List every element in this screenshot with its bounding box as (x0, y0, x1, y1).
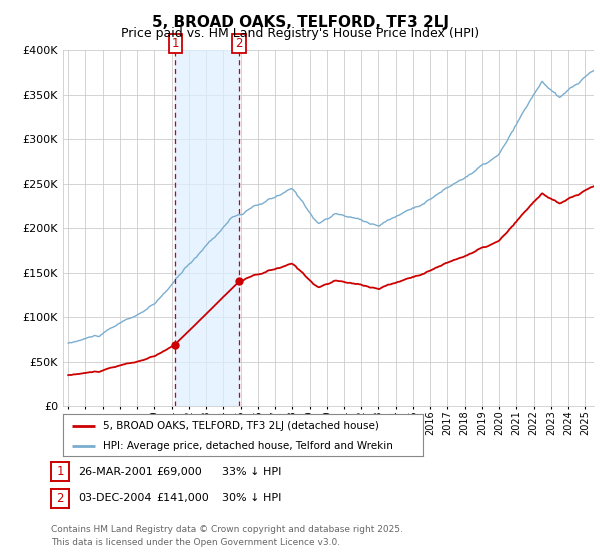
Text: HPI: Average price, detached house, Telford and Wrekin: HPI: Average price, detached house, Telf… (103, 441, 392, 451)
Text: 30% ↓ HPI: 30% ↓ HPI (222, 493, 281, 503)
Text: 33% ↓ HPI: 33% ↓ HPI (222, 466, 281, 477)
Bar (175, 50, 239, 406)
Text: Price paid vs. HM Land Registry's House Price Index (HPI): Price paid vs. HM Land Registry's House … (121, 27, 479, 40)
Text: Contains HM Land Registry data © Crown copyright and database right 2025.
This d: Contains HM Land Registry data © Crown c… (51, 525, 403, 547)
Text: 03-DEC-2004: 03-DEC-2004 (78, 493, 151, 503)
Text: £69,000: £69,000 (156, 466, 202, 477)
Text: £141,000: £141,000 (156, 493, 209, 503)
Text: 5, BROAD OAKS, TELFORD, TF3 2LJ: 5, BROAD OAKS, TELFORD, TF3 2LJ (151, 15, 449, 30)
Text: 5, BROAD OAKS, TELFORD, TF3 2LJ (detached house): 5, BROAD OAKS, TELFORD, TF3 2LJ (detache… (103, 421, 379, 431)
Text: 2: 2 (235, 38, 243, 50)
Text: 26-MAR-2001: 26-MAR-2001 (78, 466, 153, 477)
Text: 1: 1 (172, 38, 179, 50)
Text: 2: 2 (56, 492, 64, 505)
Text: 1: 1 (56, 465, 64, 478)
